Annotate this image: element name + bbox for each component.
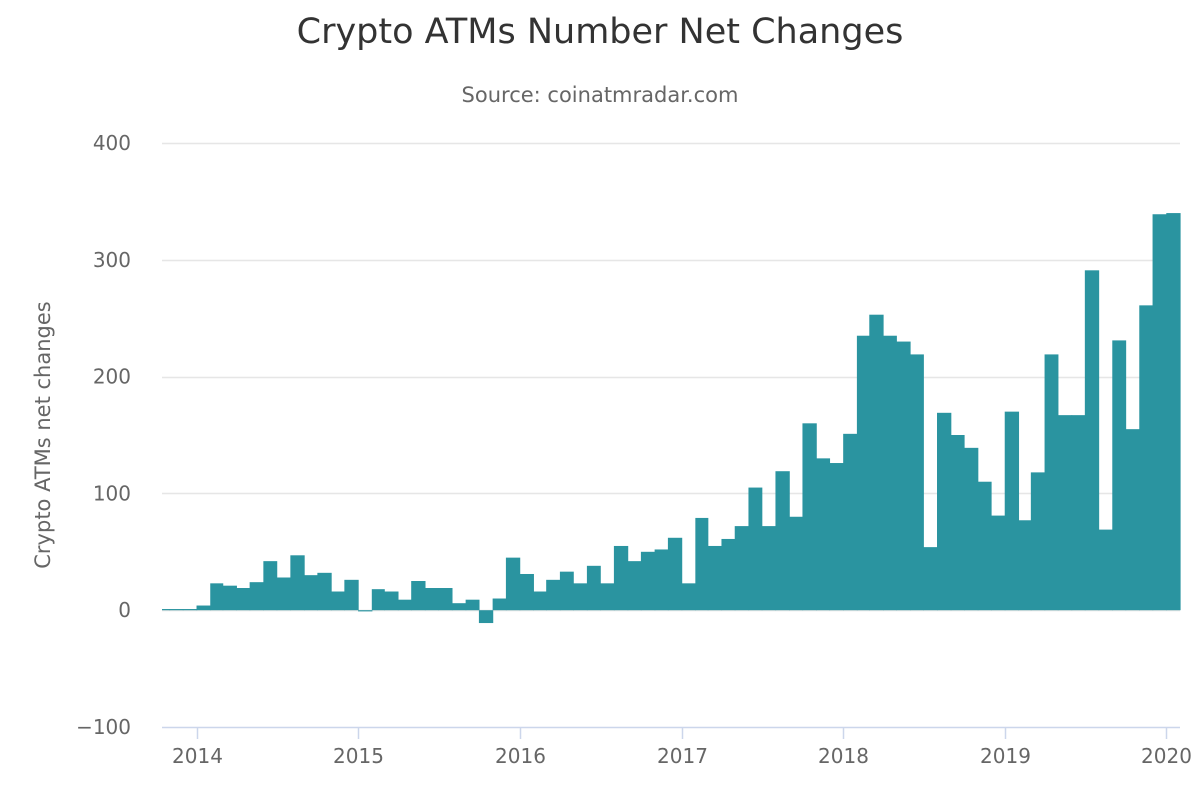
x-tick-label: 2015 (333, 744, 384, 768)
bar (411, 581, 426, 611)
bar (937, 412, 952, 611)
bar (1018, 520, 1032, 611)
y-axis-title: Crypto ATMs net changes (31, 301, 55, 568)
bar (1112, 340, 1127, 611)
bar (533, 591, 547, 611)
y-tick-label: 200 (93, 365, 131, 389)
x-tick-label: 2018 (818, 744, 869, 768)
bar (478, 610, 494, 624)
bar (344, 579, 359, 611)
bar (734, 526, 750, 611)
bar (1139, 305, 1154, 611)
y-tick-label: 100 (93, 481, 131, 505)
bar (600, 583, 615, 611)
bar (896, 341, 911, 611)
bar (492, 598, 507, 611)
bar (775, 471, 790, 611)
bar (681, 583, 696, 611)
bar (1057, 415, 1073, 611)
bar (559, 571, 574, 611)
bar (304, 575, 318, 611)
bar (640, 551, 656, 611)
bar (695, 517, 709, 611)
bar (358, 610, 373, 612)
axes: −100 0 100 200 300 400 2014 2015 2016 2017 2018 201… (76, 131, 1192, 768)
bar (802, 423, 817, 611)
bar (546, 579, 561, 611)
bar (1152, 214, 1167, 611)
bar (573, 583, 588, 611)
y-tick-label: 400 (93, 131, 131, 155)
y-tick-label: −100 (76, 715, 131, 739)
y-tick-label: 300 (93, 248, 131, 272)
bar (1044, 354, 1059, 611)
bar (654, 549, 669, 611)
bar (317, 572, 332, 611)
bar (397, 599, 412, 611)
bar (384, 591, 399, 611)
bar (748, 487, 763, 611)
bar (869, 314, 884, 611)
bar (182, 609, 198, 611)
x-tick-label: 2020 (1141, 744, 1192, 768)
bar (371, 589, 385, 611)
bar (1125, 429, 1140, 611)
bar (829, 463, 844, 611)
bar (249, 582, 264, 611)
bar (923, 547, 938, 611)
bar (263, 561, 278, 611)
x-tick-label: 2014 (172, 744, 223, 768)
bar (465, 599, 480, 611)
bar (613, 545, 629, 611)
bar (1004, 411, 1020, 611)
bar (1166, 213, 1181, 611)
bar (816, 458, 831, 611)
y-tick-label: 0 (118, 598, 131, 622)
bar (1084, 270, 1100, 611)
bar (169, 609, 184, 611)
bar (707, 545, 723, 611)
bar (910, 354, 924, 611)
bar (196, 605, 211, 611)
bar (667, 537, 683, 611)
chart-title: Crypto ATMs Number Net Changes (296, 12, 904, 52)
bar (1098, 529, 1113, 611)
bar-series (162, 213, 1181, 624)
bar (210, 583, 224, 611)
bar (856, 335, 870, 611)
bar (222, 585, 237, 611)
bar (505, 557, 521, 611)
bar (331, 591, 345, 611)
bar (1030, 472, 1046, 611)
bar (950, 435, 965, 611)
bar (162, 609, 171, 611)
bar (236, 588, 251, 611)
bar (991, 515, 1006, 611)
bar (761, 526, 777, 611)
bar (586, 565, 601, 611)
bar (424, 588, 439, 611)
chart-subtitle: Source: coinatmradar.com (461, 83, 739, 107)
x-tick-label: 2017 (657, 744, 708, 768)
bar (519, 573, 534, 611)
bar (290, 555, 305, 611)
x-tick-label: 2016 (495, 744, 546, 768)
bar (438, 588, 453, 611)
bar (451, 603, 467, 611)
bar (721, 538, 736, 611)
bar (843, 433, 858, 611)
bar (977, 481, 992, 611)
bar (964, 447, 979, 611)
bar (883, 335, 897, 611)
x-tick-label: 2019 (980, 744, 1031, 768)
bar (627, 561, 642, 611)
bar (276, 577, 291, 611)
bar (789, 516, 804, 611)
bar (1071, 415, 1086, 611)
